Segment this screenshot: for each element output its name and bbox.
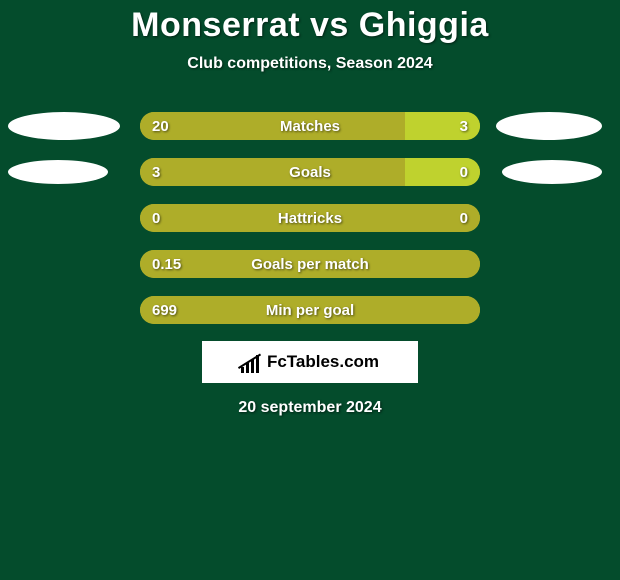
stat-bar-left	[140, 296, 480, 324]
stat-bar: 0.15Goals per match	[140, 250, 480, 278]
stat-row: 0.15Goals per match	[0, 247, 620, 281]
subtitle: Club competitions, Season 2024	[0, 55, 620, 73]
stat-value-right: 3	[460, 112, 468, 140]
stat-value-left: 0	[152, 204, 160, 232]
stat-bar: 00Hattricks	[140, 204, 480, 232]
brand-icon	[241, 351, 263, 373]
team-oval-left	[8, 112, 120, 140]
team-oval-right	[502, 160, 602, 184]
stat-value-left: 699	[152, 296, 177, 324]
team-oval-right	[496, 112, 602, 140]
stat-bar-left	[140, 250, 480, 278]
brand-text: FcTables.com	[267, 352, 379, 372]
stat-bar-left	[140, 158, 405, 186]
stat-bar-right	[405, 158, 480, 186]
stat-value-left: 0.15	[152, 250, 181, 278]
stat-value-right: 0	[460, 204, 468, 232]
stat-value-right: 0	[460, 158, 468, 186]
stat-bar-right	[405, 112, 480, 140]
stat-value-left: 3	[152, 158, 160, 186]
stats-container: 203Matches30Goals00Hattricks0.15Goals pe…	[0, 109, 620, 327]
stat-row: 203Matches	[0, 109, 620, 143]
stat-bar-left	[140, 204, 480, 232]
team-oval-left	[8, 160, 108, 184]
stat-bar-left	[140, 112, 405, 140]
stat-value-left: 20	[152, 112, 169, 140]
stat-bar: 203Matches	[140, 112, 480, 140]
brand-badge: FcTables.com	[202, 341, 418, 383]
stat-row: 699Min per goal	[0, 293, 620, 327]
stat-bar: 30Goals	[140, 158, 480, 186]
stat-row: 00Hattricks	[0, 201, 620, 235]
stat-row: 30Goals	[0, 155, 620, 189]
page-title: Monserrat vs Ghiggia	[0, 6, 620, 45]
date-text: 20 september 2024	[0, 399, 620, 417]
stat-bar: 699Min per goal	[140, 296, 480, 324]
comparison-card: Monserrat vs Ghiggia Club competitions, …	[0, 0, 620, 580]
